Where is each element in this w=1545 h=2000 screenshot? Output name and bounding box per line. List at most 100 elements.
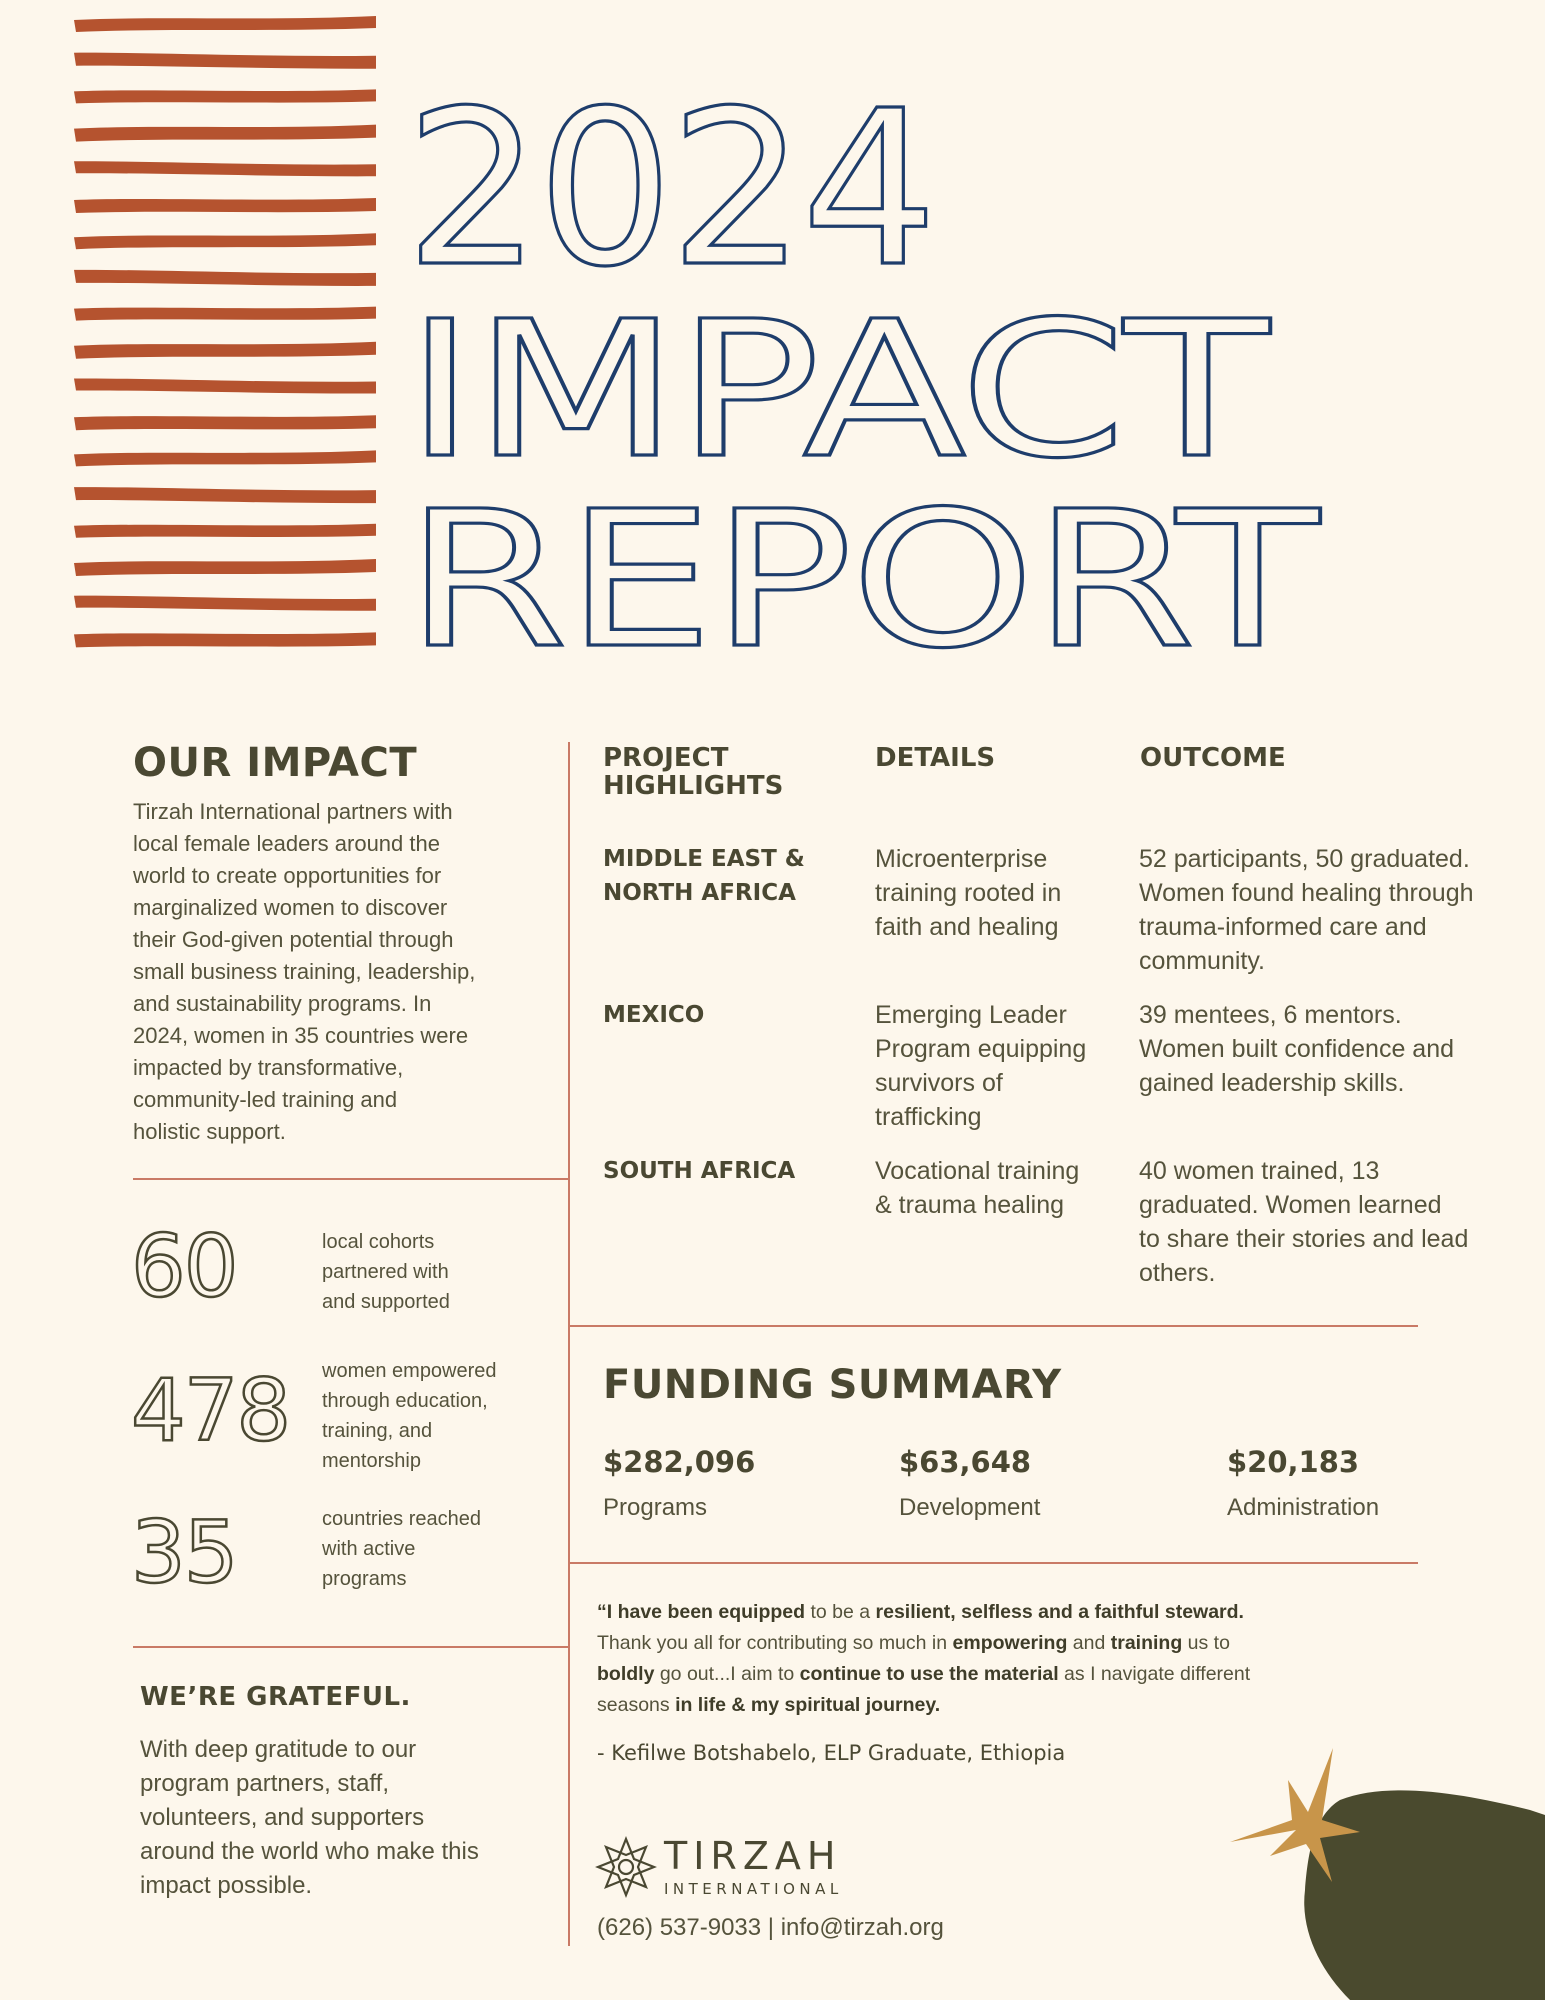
text-line: volunteers, and supporters [140,1804,425,1831]
text-line: small business training, leadership, [133,959,476,984]
text-line: Tirzah International partners with [133,799,453,824]
headline-year: 2024 [405,95,934,314]
quote-emphasis: “I have been equipped [597,1601,806,1623]
text-line: impact possible. [140,1872,313,1899]
decorative-blob-star [1230,1748,1545,2000]
table-row-details: Vocational training & trauma healing [875,1154,1079,1222]
text-line: 39 mentees, 6 mentors. [1139,1001,1402,1029]
decorative-stripes [74,16,376,648]
text-line: program partners, staff, [140,1770,389,1797]
headline-report: REPORT [405,471,1321,675]
column-header-project-highlights: PROJECT HIGHLIGHTS [603,744,783,800]
text-line: faith and healing [875,913,1059,941]
column-header-outcome: OUTCOME [1140,743,1286,773]
table-row-details: Emerging Leader Program equipping surviv… [875,998,1086,1134]
stat-number: 478 [130,1361,293,1461]
text-line: Women found healing through [1139,879,1474,907]
text-line: graduated. Women learned [1139,1191,1442,1219]
text-line: partnered with [322,1261,449,1283]
text-line: through education, [322,1390,488,1412]
stat-label: women empowered through education, train… [322,1356,497,1476]
stat-number: 60 [130,1217,240,1317]
stripe [74,269,376,286]
grateful-heading: WE’RE GRATEFUL. [140,1682,411,1712]
funding-summary-heading: FUNDING SUMMARY [603,1362,1062,1408]
tirzah-logo-icon [595,1836,657,1898]
stripe [74,450,376,467]
text-line: HIGHLIGHTS [603,771,784,801]
impact-divider [133,1178,569,1180]
stripe [74,52,376,69]
quote-text: as I navigate different [1058,1663,1251,1685]
quote-emphasis: continue to use the material [799,1663,1059,1685]
funding-amount: $282,096 [603,1445,756,1479]
star-icon [1230,1748,1360,1882]
stat-label: local cohorts partnered with and support… [322,1227,450,1317]
quote-line: “I have been equipped to be a resilient,… [597,1597,1417,1628]
text-line: women empowered [322,1360,497,1382]
text-line: to share their stories and lead [1139,1225,1469,1253]
text-line: with active [322,1538,416,1560]
text-line: Program equipping [875,1035,1087,1063]
our-impact-heading: OUR IMPACT [133,740,418,786]
text-line: PROJECT [603,743,729,773]
our-impact-text: Tirzah International partners with local… [133,796,563,1148]
text-line: 40 women trained, 13 [1139,1157,1380,1185]
text-line: Women built confidence and [1139,1035,1455,1063]
quote-line: Thank you all for contributing so much i… [597,1628,1417,1659]
logo-subtitle: INTERNATIONAL [664,1880,843,1898]
logo-wordmark: TIRZAH [664,1834,842,1878]
table-row-outcome: 39 mentees, 6 mentors. Women built confi… [1139,998,1454,1100]
table-row-outcome: 52 participants, 50 graduated. Women fou… [1139,842,1474,978]
stripe [74,198,376,213]
text-line: Vocational training [875,1157,1080,1185]
stripe [74,487,376,504]
table-row-region: MEXICO [603,998,704,1032]
text-line: local female leaders around the [133,831,440,856]
quote-text: go out...I aim to [654,1663,800,1685]
text-line: Microenterprise [875,845,1048,873]
text-line: programs [322,1568,407,1590]
funding-label: Programs [603,1494,708,1521]
contact-info: (626) 537-9033 | info@tirzah.org [597,1914,944,1941]
report-headline: 2024 IMPACT REPORT [405,95,1325,675]
text-line: survivors of [875,1069,1003,1097]
testimonial-quote: “I have been equipped to be a resilient,… [597,1597,1417,1721]
text-line: With deep gratitude to our [140,1736,417,1763]
quote-emphasis: in life & my spiritual journey. [675,1694,941,1716]
text-line: & trauma healing [875,1191,1065,1219]
quote-line: boldly go out...I aim to continue to use… [597,1659,1417,1690]
vertical-divider [568,742,570,1946]
text-line: gained leadership skills. [1139,1069,1405,1097]
funding-divider [570,1562,1418,1564]
text-line: training rooted in [875,879,1062,907]
quote-text: seasons [597,1694,676,1716]
funding-label: Administration [1227,1494,1380,1521]
text-line: NORTH AFRICA [603,880,796,906]
stripe [74,16,376,32]
stats-divider [133,1646,569,1648]
quote-emphasis: resilient, selfless and a faithful stewa… [875,1601,1244,1623]
table-row-region: SOUTH AFRICA [603,1154,795,1188]
projects-divider [570,1325,1418,1327]
funding-label: Development [899,1494,1041,1521]
text-line: community. [1139,947,1265,975]
text-line: world to create opportunities for [133,863,442,888]
text-line: mentorship [322,1450,421,1472]
testimonial-attribution: - Kefilwe Botshabelo, ELP Graduate, Ethi… [597,1741,1066,1765]
text-line: MIDDLE EAST & [603,846,805,872]
stripe [74,415,376,431]
stripe [74,306,376,321]
stripe [74,378,376,394]
text-line: trafficking [875,1103,982,1131]
text-line: and supported [322,1291,450,1313]
table-row-details: Microenterprise training rooted in faith… [875,842,1061,944]
column-header-details: DETAILS [875,743,996,773]
stripe [74,161,376,177]
stat-number: 35 [130,1503,240,1603]
quote-text: to be a [805,1601,876,1623]
stripe [74,595,376,611]
text-line: their God-given potential through [133,927,454,952]
quote-line: seasons in life & my spiritual journey. [597,1690,1417,1721]
quote-text: and [1067,1632,1111,1654]
